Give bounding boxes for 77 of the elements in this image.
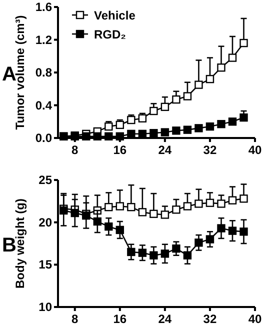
legend-label: Vehicle [94, 8, 136, 22]
x-tick-label: 8 [72, 143, 79, 157]
point [150, 106, 158, 116]
point [194, 238, 203, 247]
point [93, 132, 102, 140]
point [104, 122, 113, 131]
point [93, 217, 102, 226]
point [116, 120, 124, 129]
y-tick-label: 0.8 [35, 66, 52, 80]
x-tick-label: 32 [203, 312, 217, 326]
x-tick-label: 8 [72, 312, 79, 326]
point [206, 74, 214, 84]
y-tick-label: 20 [38, 215, 52, 230]
point [127, 116, 136, 124]
point [217, 63, 226, 72]
point [240, 113, 248, 122]
point [183, 251, 192, 260]
point [183, 92, 192, 100]
x-tick-label: 24 [158, 312, 172, 326]
y-tick-label: 15 [38, 258, 52, 272]
point [127, 248, 136, 256]
point [206, 122, 214, 131]
x-tick-label: 40 [248, 312, 262, 326]
point [104, 222, 113, 231]
x-tick-label: 24 [158, 143, 172, 157]
point [194, 200, 203, 208]
point [217, 200, 226, 208]
point [138, 248, 147, 257]
x-tick-label: 16 [113, 312, 127, 326]
point [160, 128, 170, 136]
point [82, 132, 90, 140]
x-tick-label: 32 [203, 143, 217, 157]
point [127, 202, 136, 212]
point [240, 38, 248, 48]
point [172, 244, 180, 253]
point [228, 196, 237, 204]
point [206, 235, 214, 244]
point [138, 114, 147, 122]
point [160, 250, 170, 258]
point [194, 124, 203, 132]
point [172, 126, 180, 135]
point [228, 118, 237, 126]
point [116, 226, 124, 234]
point [116, 202, 124, 210]
text: B [2, 234, 16, 256]
point [70, 208, 79, 218]
y-tick-label: 10 [38, 300, 52, 314]
point [172, 95, 180, 104]
point [150, 210, 158, 218]
point [116, 132, 124, 140]
point [217, 224, 226, 232]
x-tick-label: 16 [113, 143, 127, 157]
point [150, 251, 158, 260]
point [240, 228, 248, 236]
x-tick-label: 40 [248, 143, 262, 157]
point [194, 80, 203, 89]
y-tick-label: 0.0 [35, 131, 52, 145]
legend-label: RGD₂ [94, 28, 126, 42]
point [160, 210, 170, 219]
point [183, 126, 192, 134]
point [104, 202, 113, 212]
point [206, 198, 214, 207]
point [228, 226, 237, 235]
point [183, 202, 192, 210]
y-tick-label: 0.4 [35, 98, 52, 112]
point [104, 132, 113, 140]
y-tick-label: 25 [38, 173, 52, 187]
point [228, 54, 237, 62]
point [138, 208, 147, 216]
text: A [2, 64, 16, 86]
point [240, 194, 248, 203]
point [160, 102, 170, 111]
point [172, 206, 180, 214]
point [217, 120, 226, 128]
y-tick-label: 1.2 [35, 32, 52, 47]
y-tick-label: 1.6 [35, 0, 52, 14]
point [150, 128, 158, 138]
